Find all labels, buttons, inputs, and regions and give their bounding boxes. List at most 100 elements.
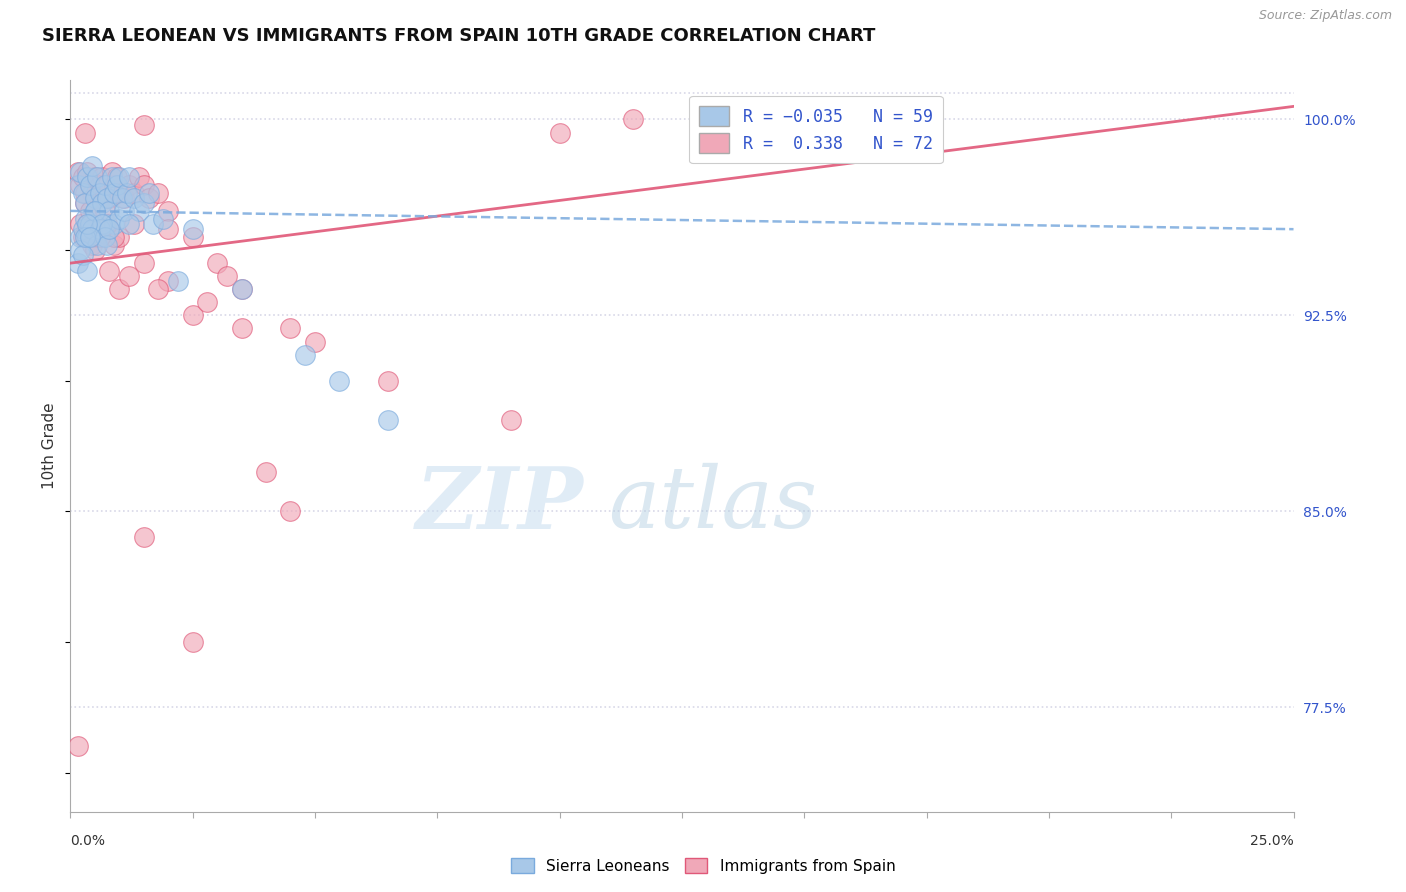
Point — [132, 530, 155, 544]
Point — [76, 217, 98, 231]
Point — [548, 126, 571, 140]
Point — [103, 186, 125, 200]
Point — [91, 217, 114, 231]
Text: 0.0%: 0.0% — [70, 834, 105, 848]
Point — [89, 230, 111, 244]
Point — [195, 295, 218, 310]
Point — [69, 217, 91, 231]
Point — [128, 169, 150, 184]
Point — [79, 217, 101, 231]
Point — [83, 203, 105, 218]
Point — [72, 186, 94, 200]
Point — [103, 217, 125, 231]
Point — [66, 739, 89, 754]
Text: Source: ZipAtlas.com: Source: ZipAtlas.com — [1258, 9, 1392, 22]
Point — [101, 169, 124, 184]
Point — [205, 256, 228, 270]
Point — [98, 191, 121, 205]
Point — [96, 217, 118, 231]
Point — [152, 211, 174, 226]
Point — [280, 321, 302, 335]
Point — [73, 196, 96, 211]
Point — [82, 160, 104, 174]
Point — [93, 186, 115, 200]
Point — [377, 413, 399, 427]
Point — [96, 191, 118, 205]
Y-axis label: 10th Grade: 10th Grade — [42, 402, 58, 490]
Point — [93, 178, 115, 192]
Point — [79, 178, 101, 192]
Point — [89, 230, 111, 244]
Point — [93, 230, 115, 244]
Point — [86, 169, 108, 184]
Point — [118, 178, 141, 192]
Point — [91, 169, 114, 184]
Text: atlas: atlas — [609, 463, 818, 546]
Text: ZIP: ZIP — [416, 463, 583, 546]
Point — [157, 203, 180, 218]
Point — [83, 169, 105, 184]
Point — [98, 203, 121, 218]
Point — [280, 504, 302, 518]
Point — [96, 238, 118, 252]
Point — [157, 222, 180, 236]
Point — [73, 186, 96, 200]
Point — [138, 186, 160, 200]
Point — [157, 275, 180, 289]
Point — [66, 165, 89, 179]
Point — [215, 269, 238, 284]
Point — [148, 186, 170, 200]
Point — [128, 203, 150, 218]
Point — [105, 169, 128, 184]
Point — [73, 196, 96, 211]
Point — [69, 178, 91, 192]
Point — [231, 282, 253, 296]
Point — [76, 230, 98, 244]
Text: SIERRA LEONEAN VS IMMIGRANTS FROM SPAIN 10TH GRADE CORRELATION CHART: SIERRA LEONEAN VS IMMIGRANTS FROM SPAIN … — [42, 27, 876, 45]
Point — [118, 169, 141, 184]
Point — [115, 186, 138, 200]
Point — [142, 217, 165, 231]
Point — [96, 178, 118, 192]
Point — [148, 282, 170, 296]
Point — [98, 222, 121, 236]
Text: 25.0%: 25.0% — [1250, 834, 1294, 848]
Point — [167, 275, 190, 289]
Point — [93, 217, 115, 231]
Point — [79, 203, 101, 218]
Point — [79, 222, 101, 236]
Point — [108, 211, 131, 226]
Point — [98, 222, 121, 236]
Point — [181, 635, 204, 649]
Point — [66, 178, 89, 192]
Point — [83, 211, 105, 226]
Point — [108, 186, 131, 200]
Point — [69, 243, 91, 257]
Point — [72, 169, 94, 184]
Point — [83, 191, 105, 205]
Legend: R = −0.035   N = 59, R =  0.338   N = 72: R = −0.035 N = 59, R = 0.338 N = 72 — [689, 96, 942, 163]
Point — [122, 217, 145, 231]
Point — [89, 186, 111, 200]
Point — [72, 230, 94, 244]
Point — [122, 191, 145, 205]
Point — [181, 230, 204, 244]
Point — [103, 230, 125, 244]
Legend: Sierra Leoneans, Immigrants from Spain: Sierra Leoneans, Immigrants from Spain — [505, 852, 901, 880]
Point — [83, 243, 105, 257]
Point — [69, 165, 91, 179]
Point — [103, 238, 125, 252]
Point — [93, 203, 115, 218]
Point — [98, 264, 121, 278]
Point — [108, 169, 131, 184]
Point — [254, 465, 277, 479]
Point — [328, 374, 350, 388]
Point — [132, 196, 155, 211]
Point — [112, 203, 135, 218]
Point — [132, 256, 155, 270]
Point — [118, 217, 141, 231]
Point — [93, 217, 115, 231]
Point — [73, 230, 96, 244]
Point — [73, 230, 96, 244]
Point — [103, 178, 125, 192]
